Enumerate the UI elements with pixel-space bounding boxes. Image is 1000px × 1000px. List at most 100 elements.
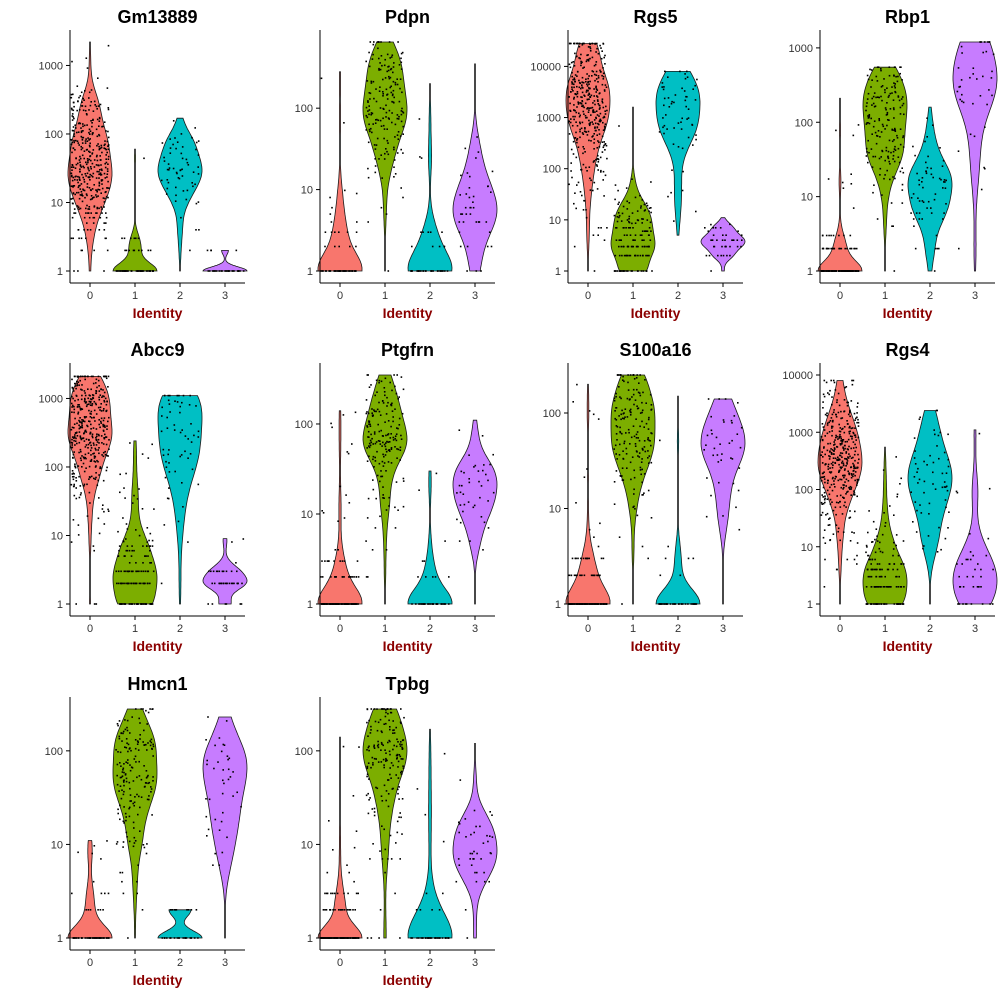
- data-point: [368, 799, 370, 801]
- data-point: [372, 488, 375, 491]
- data-point: [91, 403, 94, 405]
- data-point: [84, 90, 86, 92]
- data-point: [622, 227, 625, 229]
- data-point: [108, 416, 110, 419]
- data-point: [828, 431, 831, 433]
- data-point: [97, 164, 100, 166]
- data-point: [181, 401, 183, 404]
- data-point: [324, 909, 326, 911]
- data-point: [935, 234, 938, 237]
- data-point: [184, 450, 186, 453]
- data-point: [871, 79, 873, 81]
- data-point: [865, 109, 867, 112]
- data-point: [892, 107, 895, 109]
- data-point: [417, 270, 420, 272]
- data-point: [138, 488, 140, 490]
- data-point: [825, 247, 828, 250]
- data-point: [882, 603, 885, 605]
- data-point: [402, 758, 404, 760]
- data-point: [344, 189, 346, 192]
- data-point: [899, 128, 902, 130]
- data-point: [692, 144, 694, 146]
- data-point: [74, 212, 77, 214]
- data-point: [70, 428, 73, 431]
- data-point: [146, 723, 148, 725]
- data-point: [394, 173, 397, 175]
- data-point: [422, 270, 424, 272]
- data-point: [927, 200, 930, 203]
- data-point: [914, 154, 916, 157]
- data-point: [79, 95, 82, 97]
- data-point: [129, 603, 132, 605]
- data-point: [380, 41, 382, 43]
- data-point: [327, 937, 330, 939]
- data-point: [129, 769, 132, 772]
- data-point: [153, 508, 155, 510]
- data-point: [102, 419, 105, 422]
- data-point: [695, 138, 697, 141]
- data-point: [468, 481, 471, 484]
- x-tick-label: 1: [382, 623, 388, 635]
- data-point: [613, 214, 616, 217]
- data-point: [107, 892, 110, 895]
- data-point: [854, 510, 856, 513]
- data-point: [152, 745, 155, 748]
- data-point: [385, 722, 387, 725]
- data-point: [637, 437, 639, 439]
- data-point: [213, 582, 216, 585]
- data-point: [98, 423, 100, 426]
- data-point: [197, 937, 199, 939]
- data-point: [106, 840, 108, 842]
- data-point: [122, 793, 125, 796]
- data-point: [685, 105, 687, 108]
- data-point: [74, 193, 76, 196]
- data-point: [107, 145, 109, 147]
- data-point: [695, 210, 697, 213]
- data-point: [105, 443, 108, 446]
- data-point: [576, 139, 578, 141]
- data-point: [78, 431, 81, 433]
- data-point: [96, 484, 99, 487]
- data-point: [831, 420, 834, 423]
- data-point: [828, 458, 831, 460]
- data-point: [328, 270, 330, 272]
- data-point: [580, 603, 582, 605]
- data-point: [150, 741, 153, 744]
- data-point: [682, 603, 684, 605]
- data-point: [97, 449, 99, 451]
- data-point: [582, 146, 584, 148]
- data-point: [962, 586, 965, 588]
- data-point: [642, 254, 644, 257]
- data-point: [980, 575, 982, 578]
- data-point: [329, 909, 332, 911]
- data-point: [72, 388, 74, 390]
- data-point: [385, 711, 387, 714]
- data-point: [348, 576, 350, 578]
- data-point: [877, 130, 880, 132]
- data-point: [717, 461, 720, 463]
- data-point: [650, 461, 653, 464]
- data-point: [888, 160, 890, 163]
- x-tick-label: 2: [927, 290, 933, 302]
- data-point: [846, 247, 848, 250]
- data-point: [383, 128, 386, 130]
- data-point: [188, 404, 191, 406]
- data-point: [152, 743, 154, 746]
- data-point: [473, 466, 475, 468]
- data-point: [820, 454, 823, 456]
- x-tick-label: 2: [427, 290, 433, 302]
- data-point: [821, 423, 824, 425]
- data-point: [843, 474, 846, 477]
- data-point: [71, 216, 74, 219]
- data-point: [850, 270, 853, 272]
- data-point: [634, 445, 637, 447]
- data-point: [634, 239, 636, 241]
- data-point: [614, 444, 617, 447]
- data-point: [218, 737, 221, 739]
- data-point: [597, 122, 599, 125]
- data-point: [145, 782, 147, 784]
- data-point: [77, 131, 80, 133]
- data-point: [858, 458, 860, 461]
- data-point: [615, 425, 618, 427]
- data-point: [173, 909, 176, 911]
